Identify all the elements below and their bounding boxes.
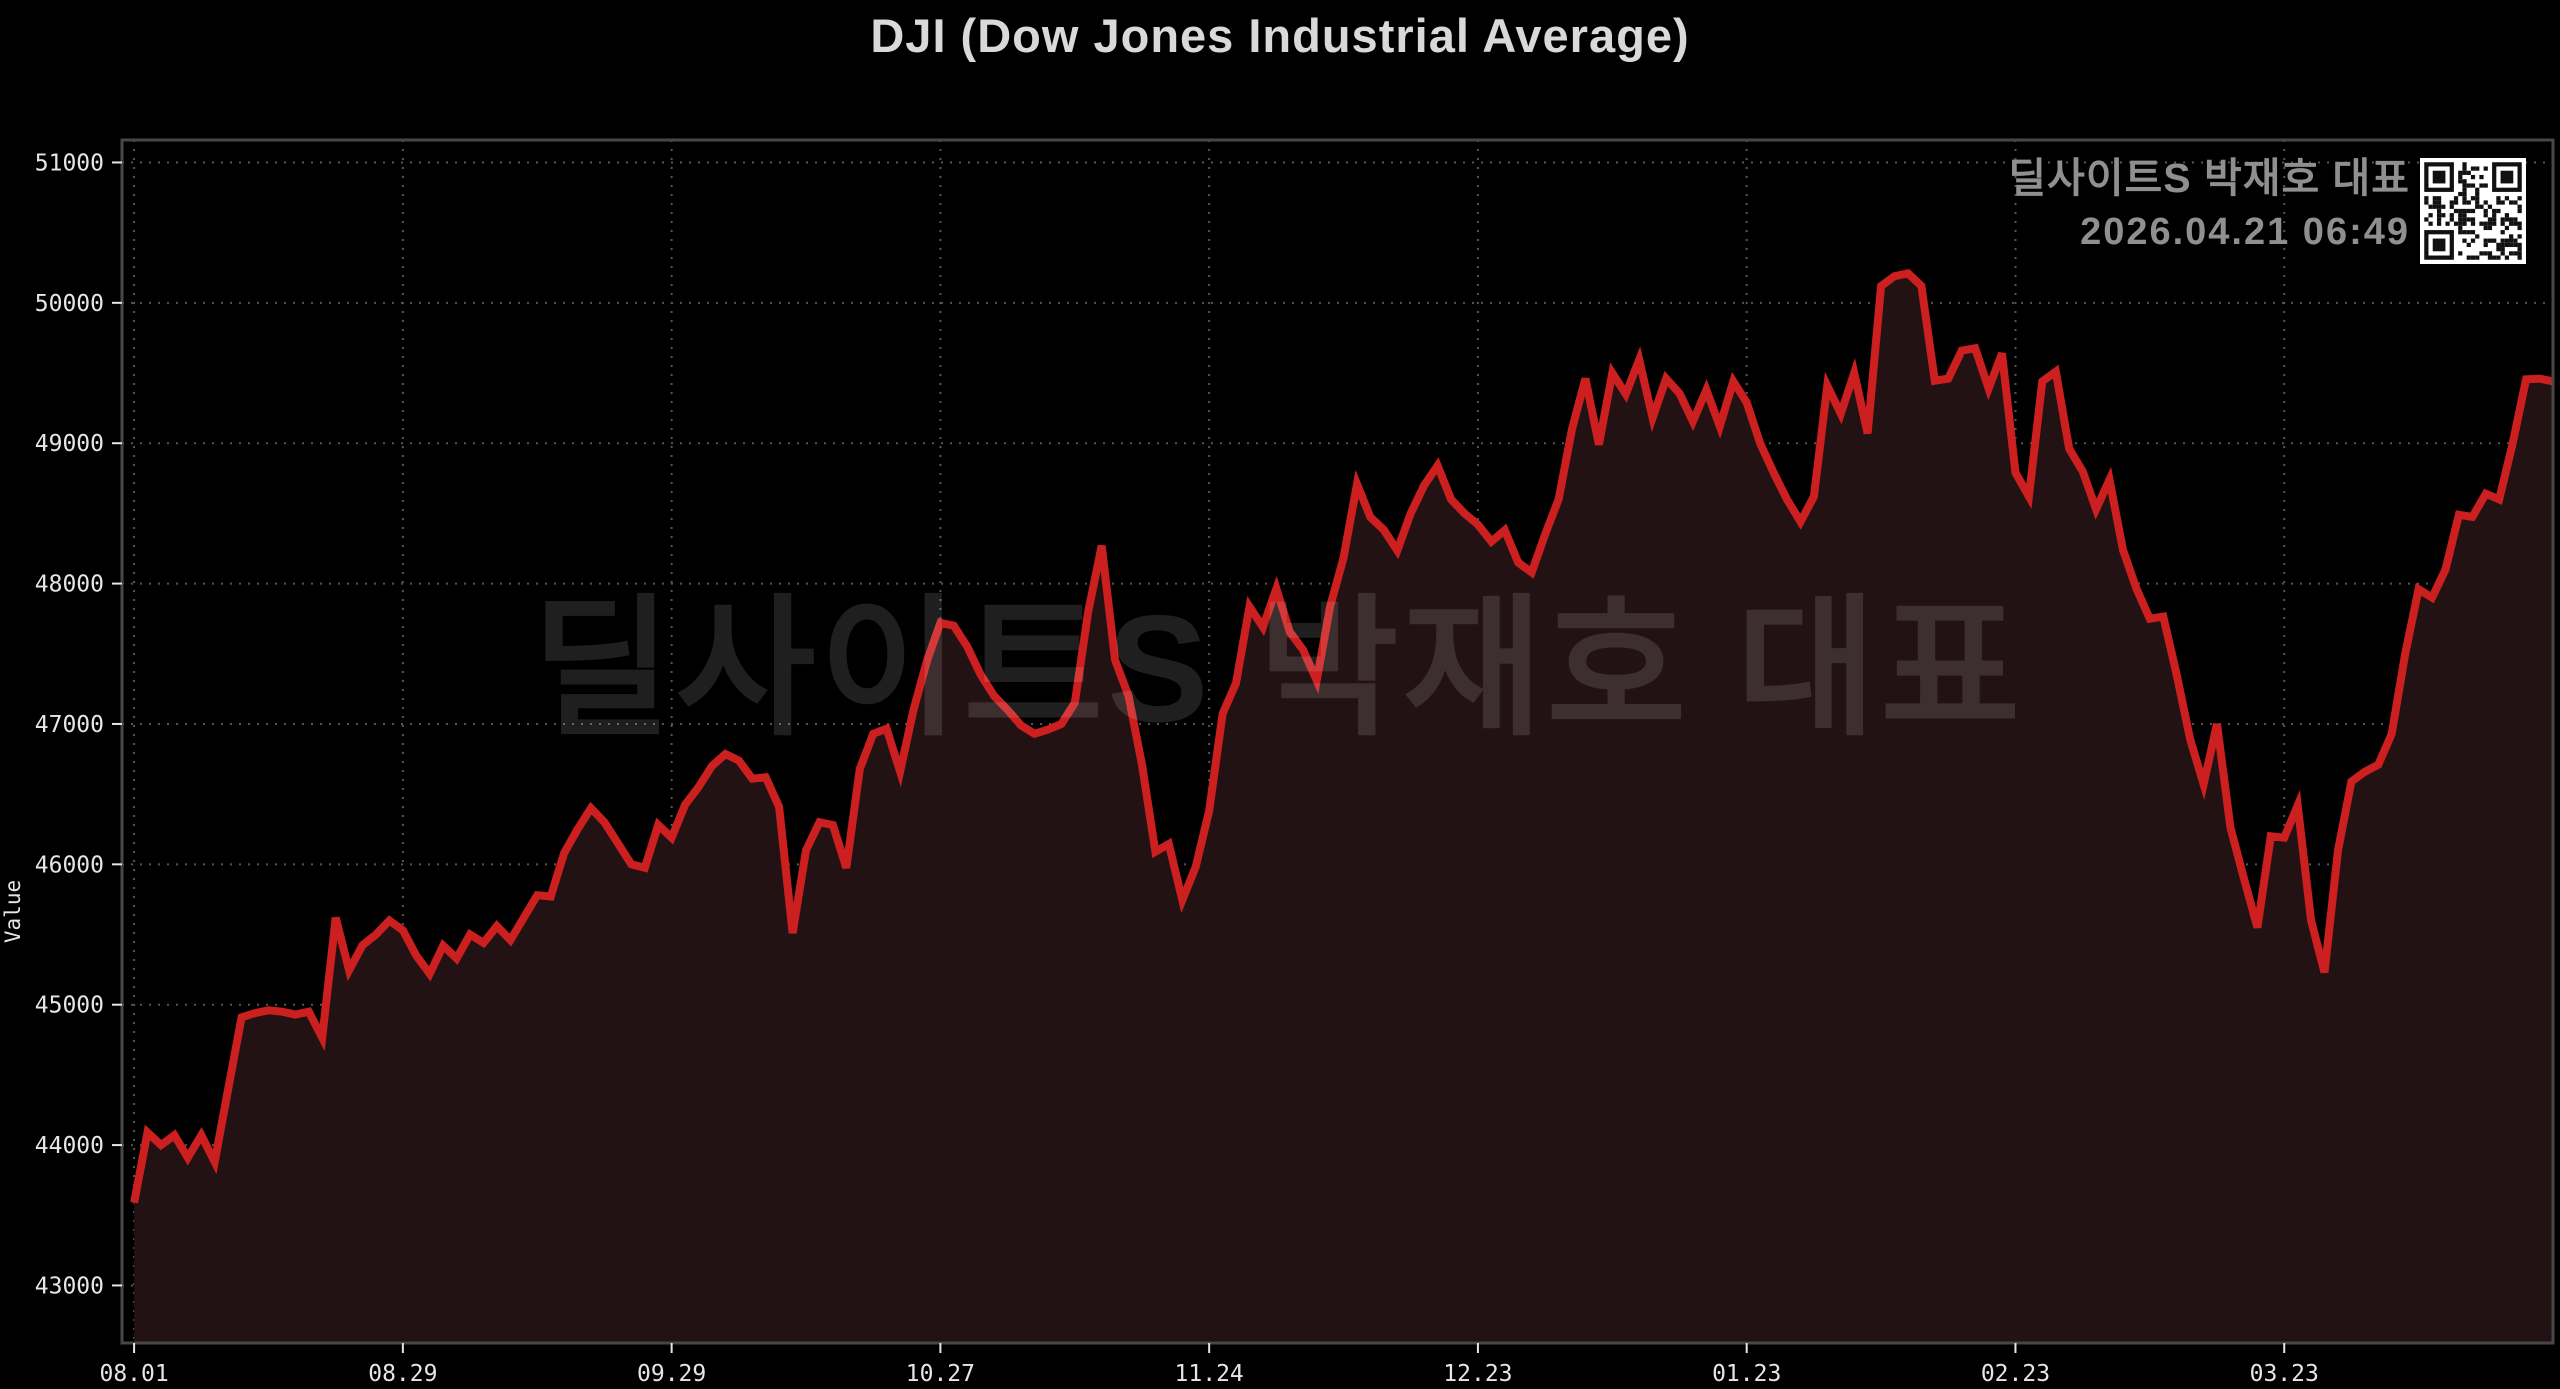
x-tick-label: 09.29: [637, 1361, 706, 1387]
axis-labels: 43000 44000 45000 46000 47000 48000 49000 50000…: [35, 150, 2319, 1387]
x-tick-label: 08.01: [99, 1361, 168, 1387]
price-line: [130, 269, 2554, 1204]
y-tick-label: 47000: [35, 712, 104, 738]
qr-code-icon: [2420, 158, 2526, 264]
x-tick-label: 03.23: [2250, 1361, 2319, 1387]
axis-ticks: [112, 161, 2286, 1353]
area-fill: [134, 273, 2553, 1343]
y-axis-title: Value: [1, 880, 25, 943]
y-tick-label: 43000: [35, 1273, 104, 1299]
page-title: DJI (Dow Jones Industrial Average): [870, 9, 1690, 62]
y-tick-label: 44000: [35, 1133, 104, 1159]
x-tick-label: 08.29: [368, 1361, 437, 1387]
x-tick-label: 01.23: [1712, 1361, 1781, 1387]
plot-frame: [120, 138, 2555, 1345]
x-tick-label: 10.27: [906, 1361, 975, 1387]
y-tick-label: 48000: [35, 572, 104, 598]
byline-text: 딜사이트S 박재호 대표: [2008, 155, 2410, 201]
y-tick-label: 51000: [35, 150, 104, 176]
x-tick-label: 02.23: [1981, 1361, 2050, 1387]
y-tick-label: 49000: [35, 431, 104, 457]
y-tick-label: 46000: [35, 852, 104, 878]
x-tick-label: 11.24: [1175, 1361, 1244, 1387]
y-tick-label: 45000: [35, 993, 104, 1019]
y-tick-label: 50000: [35, 291, 104, 317]
chart-annotation-block: 딜사이트S 박재호 대표 2026.04.21 06:49: [2008, 155, 2410, 253]
timestamp-text: 2026.04.21 06:49: [2080, 211, 2410, 253]
x-tick-label: 12.23: [1443, 1361, 1512, 1387]
